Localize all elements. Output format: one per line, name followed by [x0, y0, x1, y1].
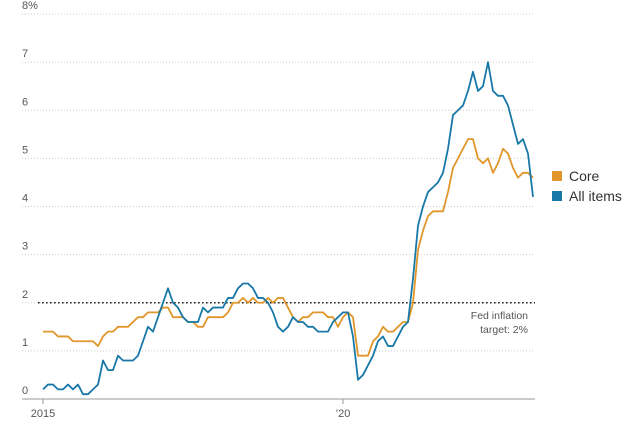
y-tick-label: 1 — [22, 337, 28, 349]
series-line — [43, 138, 534, 357]
legend-swatch — [552, 191, 562, 201]
legend-label: All items — [569, 188, 622, 204]
y-tick-label: 3 — [22, 241, 28, 253]
y-tick-label: 6 — [22, 96, 28, 108]
y-tick-label: 8% — [22, 0, 38, 12]
y-tick-label: 5 — [22, 144, 28, 156]
series-line — [42, 61, 534, 396]
y-tick-label: 2 — [22, 289, 28, 301]
legend-swatch — [552, 171, 562, 181]
x-tick-label: 2015 — [31, 408, 55, 420]
y-tick-label: 0 — [22, 385, 28, 397]
y-tick-label: 7 — [22, 48, 28, 60]
x-tick-label: ’20 — [336, 408, 351, 420]
reference-label: target: 2% — [480, 324, 528, 336]
reference-label: Fed inflation — [471, 310, 528, 322]
legend-label: Core — [569, 168, 600, 184]
y-tick-label: 4 — [22, 193, 28, 205]
